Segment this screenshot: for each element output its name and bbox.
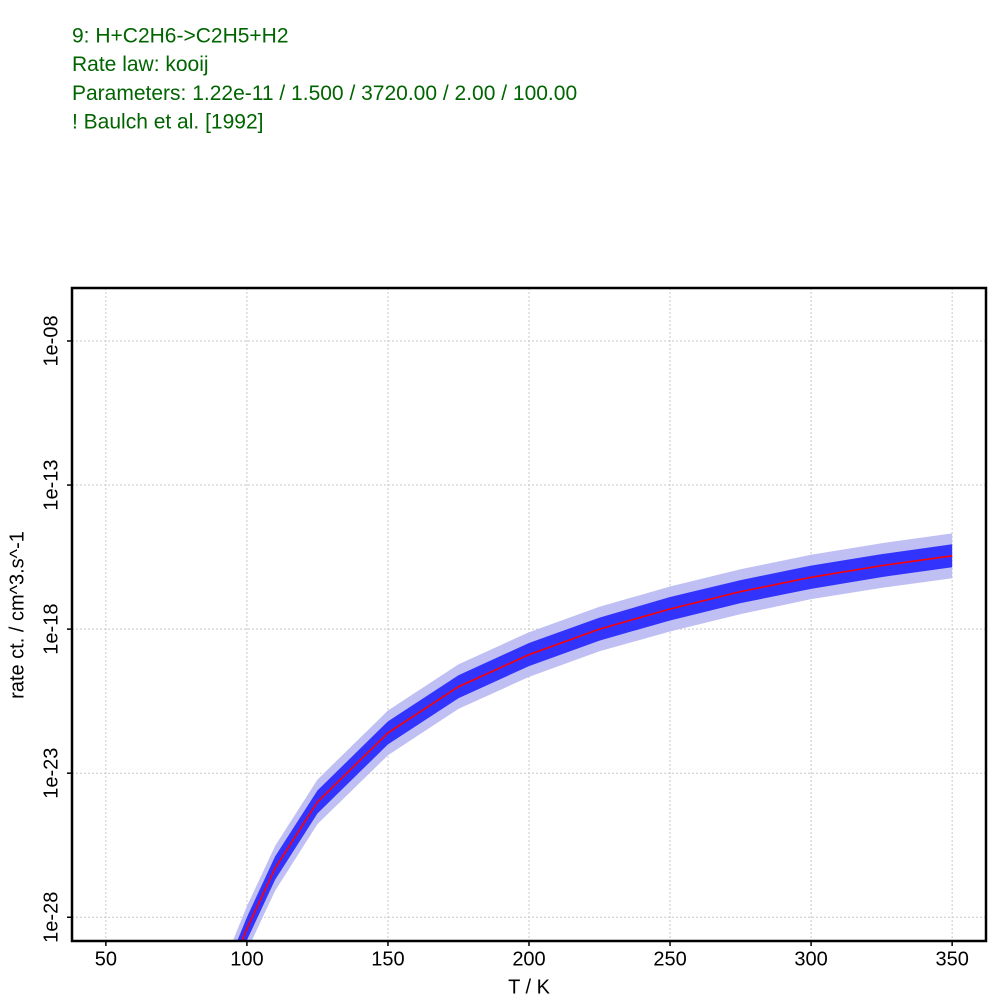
x-tick-label: 150: [371, 948, 404, 970]
x-tick-label: 350: [935, 948, 968, 970]
annotation: 9: H+C2H6->C2H5+H2: [72, 25, 289, 48]
plot-area: [232, 533, 953, 941]
y-tick-label: 1e-28: [40, 892, 62, 943]
x-tick-label: 100: [230, 948, 263, 970]
annotation: Rate law: kooij: [72, 53, 209, 76]
uncertainty-band: [237, 544, 953, 941]
annotation: ! Baulch et al. [1992]: [72, 111, 263, 134]
x-tick-label: 200: [512, 948, 545, 970]
grid: [72, 288, 986, 941]
y-tick-label: 1e-13: [40, 459, 62, 510]
annotation: Parameters: 1.22e-11 / 1.500 / 3720.00 /…: [72, 82, 577, 105]
rate-line: [241, 555, 953, 941]
y-tick-label: 1e-23: [40, 748, 62, 799]
x-tick-label: 300: [794, 948, 827, 970]
x-axis-label: T / K: [508, 976, 551, 998]
x-tick-label: 50: [95, 948, 117, 970]
x-tick-label: 250: [653, 948, 686, 970]
y-tick-label: 1e-18: [40, 604, 62, 655]
y-axis-label: rate ct. / cm^3.s^-1: [6, 531, 28, 699]
y-tick-label: 1e-08: [40, 315, 62, 366]
